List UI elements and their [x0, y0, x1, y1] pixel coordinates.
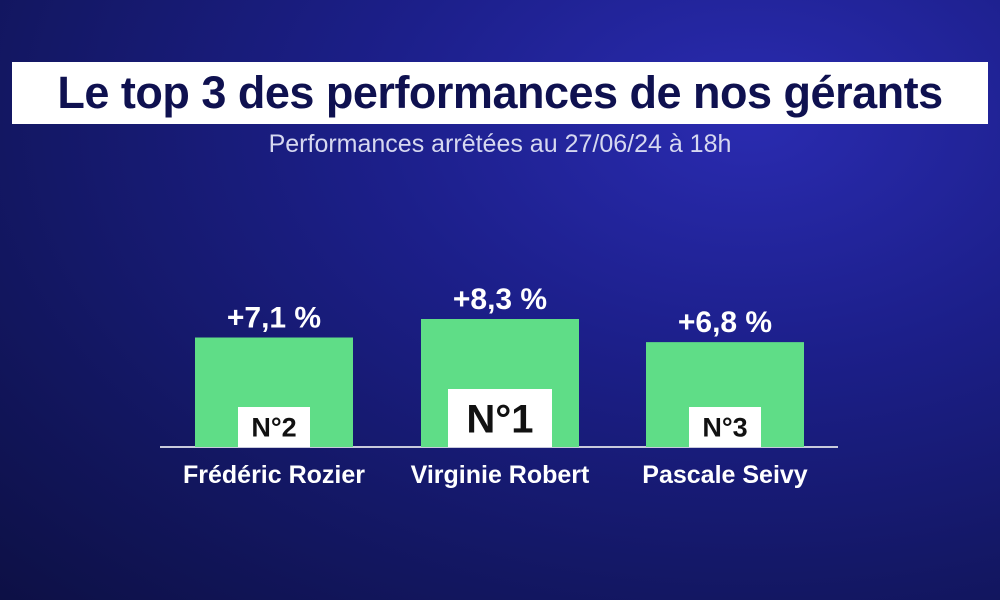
- page-subtitle: Performances arrêtées au 27/06/24 à 18h: [268, 130, 732, 158]
- category-label: Frédéric Rozier: [183, 461, 365, 489]
- page-title: Le top 3 des performances de nos gérants: [57, 67, 943, 118]
- rank-box: [689, 407, 761, 447]
- rank-label: N°2: [251, 413, 296, 443]
- bar-group: +6,8 % N°3 Pascale Seivy: [642, 306, 808, 489]
- rank-label: N°3: [702, 413, 747, 443]
- category-label: Virginie Robert: [411, 461, 590, 489]
- bar-group: +8,3 % N°1 Virginie Robert: [411, 283, 590, 489]
- bar-value-label: +8,3 %: [453, 283, 547, 316]
- bar-value-label: +7,1 %: [227, 302, 321, 335]
- rank-label: N°1: [466, 397, 533, 441]
- category-label: Pascale Seivy: [642, 461, 808, 489]
- bar-value-label: +6,8 %: [678, 306, 772, 339]
- title-band: Le top 3 des performances de nos gérants: [12, 62, 988, 124]
- rank-box: [448, 389, 552, 447]
- bar-group: +7,1 % N°2 Frédéric Rozier: [183, 302, 365, 489]
- rank-box: [238, 407, 310, 447]
